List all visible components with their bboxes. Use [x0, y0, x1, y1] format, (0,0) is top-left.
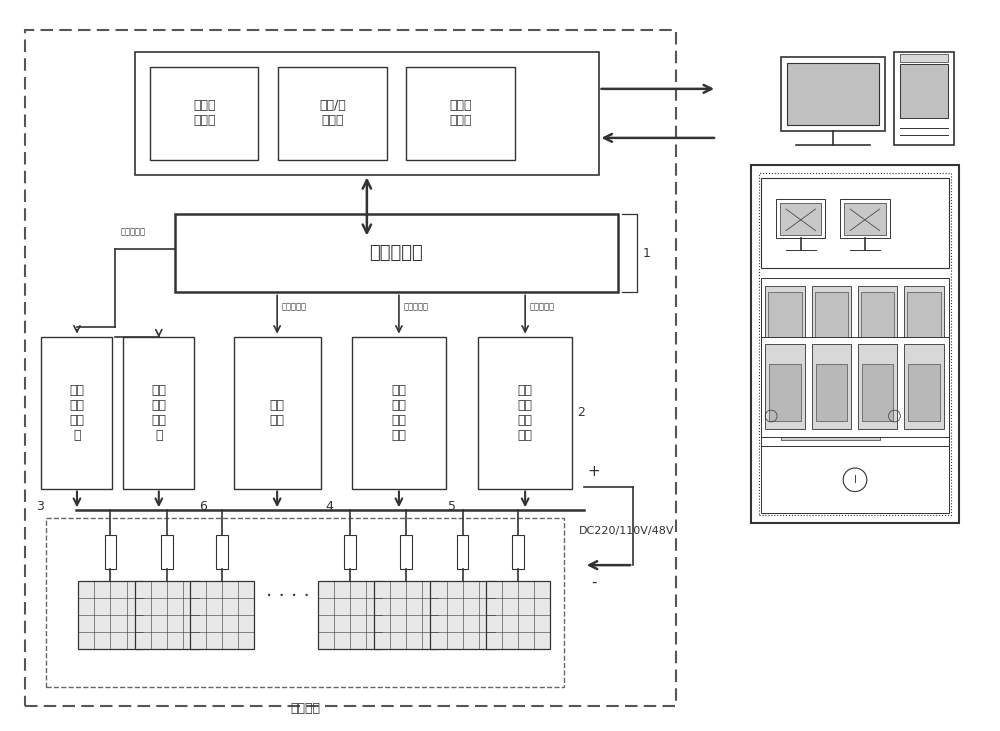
FancyBboxPatch shape: [907, 292, 941, 356]
Text: 显示/键
盘部件: 显示/键 盘部件: [319, 99, 346, 127]
FancyBboxPatch shape: [780, 203, 821, 235]
Text: 专家
数据
库模
块: 专家 数据 库模 块: [69, 384, 84, 442]
FancyBboxPatch shape: [787, 63, 879, 125]
FancyBboxPatch shape: [216, 534, 228, 569]
Text: -: -: [591, 575, 596, 591]
Text: 下位通
讯部件: 下位通 讯部件: [193, 99, 215, 127]
FancyBboxPatch shape: [812, 286, 851, 363]
FancyBboxPatch shape: [430, 581, 495, 650]
FancyBboxPatch shape: [861, 292, 894, 356]
FancyBboxPatch shape: [840, 200, 890, 238]
FancyBboxPatch shape: [352, 336, 446, 488]
FancyBboxPatch shape: [904, 344, 944, 429]
Text: 2: 2: [577, 406, 585, 419]
FancyBboxPatch shape: [374, 581, 438, 650]
FancyBboxPatch shape: [457, 534, 468, 569]
FancyBboxPatch shape: [894, 52, 954, 145]
Text: 在线
均衡
活化
模块: 在线 均衡 活化 模块: [391, 384, 406, 442]
Text: I: I: [854, 475, 856, 485]
Text: 蓄电
池管
理模
块: 蓄电 池管 理模 块: [151, 384, 166, 442]
Text: 硬软件握手: 硬软件握手: [120, 227, 145, 236]
FancyBboxPatch shape: [486, 581, 550, 650]
FancyBboxPatch shape: [761, 382, 949, 450]
FancyBboxPatch shape: [844, 203, 886, 235]
FancyBboxPatch shape: [908, 364, 940, 421]
FancyBboxPatch shape: [161, 534, 173, 569]
FancyBboxPatch shape: [761, 447, 949, 513]
FancyBboxPatch shape: [904, 286, 944, 363]
Text: 1: 1: [643, 246, 651, 260]
FancyBboxPatch shape: [815, 292, 848, 356]
FancyBboxPatch shape: [175, 214, 618, 292]
Text: 硬软件握手: 硬软件握手: [282, 302, 307, 311]
Text: 蓄电池组: 蓄电池组: [290, 702, 320, 715]
FancyBboxPatch shape: [41, 336, 112, 488]
FancyBboxPatch shape: [751, 165, 959, 523]
FancyBboxPatch shape: [318, 581, 382, 650]
FancyBboxPatch shape: [900, 54, 948, 62]
FancyBboxPatch shape: [761, 278, 949, 371]
Text: · · · ·: · · · ·: [266, 587, 310, 606]
FancyBboxPatch shape: [344, 534, 356, 569]
FancyBboxPatch shape: [278, 67, 387, 160]
FancyBboxPatch shape: [135, 581, 199, 650]
FancyBboxPatch shape: [406, 67, 515, 160]
FancyBboxPatch shape: [862, 364, 893, 421]
Text: 6: 6: [199, 500, 207, 512]
Text: 内阔
容量
测算
模块: 内阔 容量 测算 模块: [518, 384, 533, 442]
FancyBboxPatch shape: [135, 52, 599, 175]
FancyBboxPatch shape: [858, 286, 897, 363]
Text: 5: 5: [448, 500, 456, 512]
FancyBboxPatch shape: [765, 286, 805, 363]
FancyBboxPatch shape: [190, 581, 254, 650]
Text: 硬软件握手: 硬软件握手: [530, 302, 555, 311]
FancyBboxPatch shape: [776, 200, 825, 238]
FancyBboxPatch shape: [400, 534, 412, 569]
FancyBboxPatch shape: [78, 581, 143, 650]
Text: 采样
模块: 采样 模块: [270, 398, 285, 427]
Text: 上位通
讯部件: 上位通 讯部件: [449, 99, 472, 127]
Text: +: +: [587, 464, 600, 480]
FancyBboxPatch shape: [234, 336, 321, 488]
FancyBboxPatch shape: [761, 178, 949, 268]
FancyBboxPatch shape: [768, 292, 802, 356]
FancyBboxPatch shape: [123, 336, 194, 488]
FancyBboxPatch shape: [769, 364, 801, 421]
FancyBboxPatch shape: [512, 534, 524, 569]
FancyBboxPatch shape: [478, 336, 572, 488]
FancyBboxPatch shape: [761, 336, 949, 436]
Text: 中央处理器: 中央处理器: [370, 244, 423, 262]
FancyBboxPatch shape: [781, 393, 880, 439]
FancyBboxPatch shape: [105, 534, 116, 569]
Text: 4: 4: [325, 500, 333, 512]
FancyBboxPatch shape: [812, 344, 851, 429]
Text: DC220/110V/48V: DC220/110V/48V: [579, 526, 674, 536]
FancyBboxPatch shape: [900, 64, 948, 118]
FancyBboxPatch shape: [150, 67, 258, 160]
FancyBboxPatch shape: [765, 344, 805, 429]
FancyBboxPatch shape: [816, 364, 847, 421]
Text: 硬软件握手: 硬软件握手: [404, 302, 429, 311]
FancyBboxPatch shape: [858, 344, 897, 429]
FancyBboxPatch shape: [781, 57, 885, 131]
Text: 3: 3: [37, 500, 44, 512]
